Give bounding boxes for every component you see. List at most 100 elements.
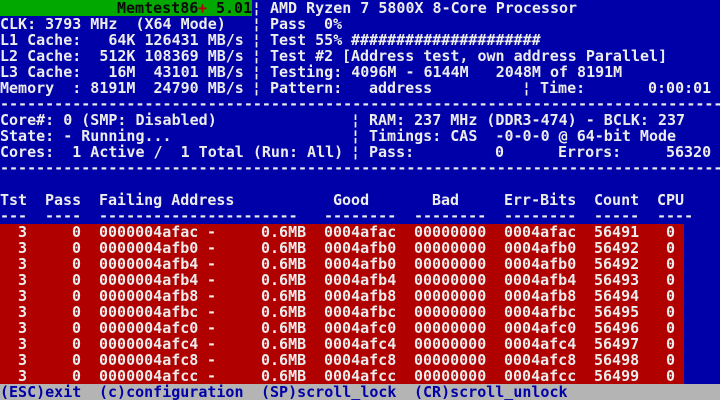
error-row-7-tst: 3 [18, 335, 28, 353]
pass-percent: 0% [324, 15, 343, 33]
error-row-2-tst: 3 [18, 255, 28, 273]
error-row-8-tst: 3 [18, 351, 28, 369]
error-row-1-cpu: 0 [666, 239, 676, 257]
error-row-4-size: 0.6MB [261, 287, 307, 305]
separator-line: ----------------------------------------… [0, 159, 720, 177]
app-title: Memtest86 [117, 0, 199, 17]
table-header-count: Count [594, 191, 640, 209]
error-row-1-tst: 3 [18, 239, 28, 257]
error-row-5-tst: 3 [18, 303, 28, 321]
table-header-err-bits: Err-Bits [504, 191, 577, 209]
error-row-5-good: 0004afbc [324, 303, 397, 321]
error-row-8-pass: 0 [72, 351, 82, 369]
error-row-0-good: 0004afac [324, 223, 397, 241]
error-row-7-size: 0.6MB [261, 335, 307, 353]
footer-scroll-lock-key[interactable]: (SP)scroll_lock [261, 383, 397, 400]
error-row-9-pass: 0 [72, 367, 82, 385]
error-row-3-size: 0.6MB [261, 271, 307, 289]
pipe-separator: ¦ [351, 143, 361, 161]
cpu-model: AMD Ryzen 7 5800X 8-Core Processor [270, 0, 578, 17]
error-row-4-dash: - [207, 287, 217, 305]
l2-cache-info: L2 Cache: 512K 108369 MB/s [0, 47, 244, 65]
footer-configuration-key[interactable]: (c)configuration [99, 383, 244, 400]
table-underline: -------- [324, 207, 397, 225]
error-row-2-bad: 00000000 [414, 255, 487, 273]
error-row-3-err: 0004afb4 [504, 271, 577, 289]
error-row-7-err: 0004afc4 [504, 335, 577, 353]
error-row-8-dash: - [207, 351, 217, 369]
time-label: Time: [540, 79, 586, 97]
error-row-0-tst: 3 [18, 223, 28, 241]
errors-label: Errors: [558, 143, 622, 161]
test-progress-bar: ##################### [351, 31, 541, 49]
test-number: Test #2 [270, 47, 334, 65]
pattern-label: Pattern: [270, 79, 343, 97]
error-row-9-tst: 3 [18, 367, 28, 385]
state-info: State: - Running... [0, 127, 172, 145]
error-row-3-bad: 00000000 [414, 271, 487, 289]
error-row-1-bad: 00000000 [414, 239, 487, 257]
error-row-3-tst: 3 [18, 271, 28, 289]
pipe-separator: ¦ [252, 63, 262, 81]
error-row-2-addr: 0000004afb4 [99, 255, 199, 273]
error-row-2-dash: - [207, 255, 217, 273]
table-underline: -------- [414, 207, 487, 225]
footer-exit-key[interactable]: (ESC)exit [0, 383, 82, 400]
pipe-separator: ¦ [252, 47, 262, 65]
error-row-3-addr: 0000004afb4 [99, 271, 199, 289]
table-underline: ----- [594, 207, 640, 225]
error-row-5-addr: 0000004afbc [99, 303, 199, 321]
error-row-0-size: 0.6MB [261, 223, 307, 241]
error-row-8-bad: 00000000 [414, 351, 487, 369]
errors-count: 56320 [666, 143, 712, 161]
error-row-6-err: 0004afc0 [504, 319, 577, 337]
pipe-separator: ¦ [522, 79, 532, 97]
error-row-8-err: 0004afc8 [504, 351, 577, 369]
table-header-cpu: CPU [657, 191, 685, 209]
error-row-6-tst: 3 [18, 319, 28, 337]
separator-line: ----------------------------------------… [0, 95, 720, 113]
error-row-4-bad: 00000000 [414, 287, 487, 305]
memory-info: Memory : 8191M 24790 MB/s [0, 79, 244, 97]
pipe-separator: ¦ [252, 79, 262, 97]
error-row-7-count: 56497 [594, 335, 640, 353]
time-value: 0:00:01 [648, 79, 712, 97]
pass-count-label: Pass: [369, 143, 415, 161]
testing-range: Testing: 4096M - 6144M 2048M of 8191M [270, 63, 623, 81]
error-row-7-cpu: 0 [666, 335, 676, 353]
error-row-3-count: 56493 [594, 271, 640, 289]
error-rows-background [0, 224, 684, 384]
error-row-5-cpu: 0 [666, 303, 676, 321]
error-row-3-dash: - [207, 271, 217, 289]
error-row-7-bad: 00000000 [414, 335, 487, 353]
error-row-2-good: 0004afb0 [324, 255, 397, 273]
error-row-6-dash: - [207, 319, 217, 337]
error-row-5-pass: 0 [72, 303, 82, 321]
error-row-4-cpu: 0 [666, 287, 676, 305]
error-row-3-good: 0004afb4 [324, 271, 397, 289]
error-row-6-cpu: 0 [666, 319, 676, 337]
core-info: Core#: 0 (SMP: Disabled) [0, 111, 217, 129]
error-row-7-dash: - [207, 335, 217, 353]
pass-progress-label: Pass [270, 15, 307, 33]
error-row-0-err: 0004afac [504, 223, 577, 241]
footer-bar-background [0, 384, 720, 400]
error-row-7-addr: 0000004afc4 [99, 335, 199, 353]
error-row-9-dash: - [207, 367, 217, 385]
error-row-1-dash: - [207, 239, 217, 257]
error-row-2-err: 0004afb0 [504, 255, 577, 273]
error-row-0-pass: 0 [72, 223, 82, 241]
footer-scroll-unlock-key[interactable]: (CR)scroll_unlock [414, 383, 568, 400]
table-underline: -------- [504, 207, 577, 225]
error-row-9-cpu: 0 [666, 367, 676, 385]
table-underline: ---------------------- [99, 207, 298, 225]
l3-cache-info: L3 Cache: 16M 43101 MB/s [0, 63, 244, 81]
error-row-7-pass: 0 [72, 335, 82, 353]
error-row-1-good: 0004afb0 [324, 239, 397, 257]
error-row-6-bad: 00000000 [414, 319, 487, 337]
error-row-0-dash: - [207, 223, 217, 241]
error-row-1-pass: 0 [72, 239, 82, 257]
table-header-bad: Bad [432, 191, 460, 209]
error-row-0-cpu: 0 [666, 223, 676, 241]
error-row-5-count: 56495 [594, 303, 640, 321]
